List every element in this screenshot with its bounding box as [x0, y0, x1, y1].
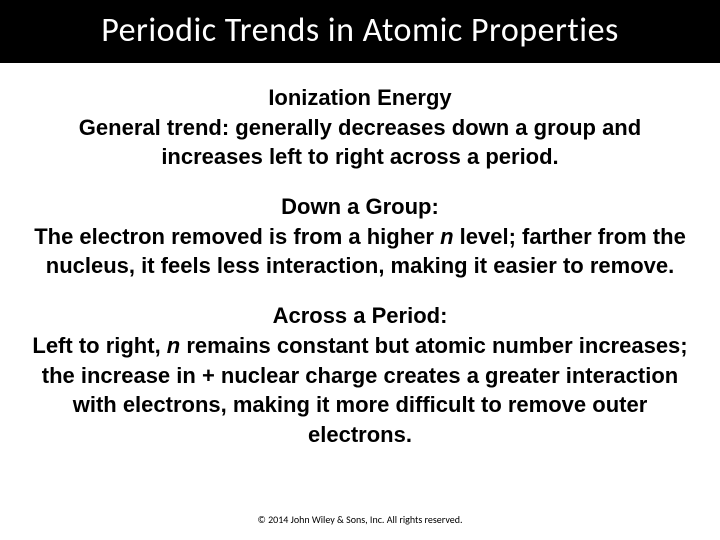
down-group-heading: Down a Group:	[28, 192, 692, 222]
across-period-heading: Across a Period:	[28, 301, 692, 331]
ionization-heading: Ionization Energy	[28, 83, 692, 113]
trend-label: General trend:	[79, 115, 229, 140]
copyright-text: © 2014 John Wiley & Sons, Inc. All right…	[0, 513, 720, 526]
down-group-block: Down a Group: The electron removed is fr…	[28, 192, 692, 281]
ionization-block: Ionization Energy General trend: general…	[28, 83, 692, 172]
n-italic-1: n	[440, 224, 453, 249]
across-period-text-a: Left to right,	[32, 333, 166, 358]
trend-text: generally decreases down a group and inc…	[161, 115, 641, 170]
slide-title: Periodic Trends in Atomic Properties	[0, 10, 720, 51]
across-period-block: Across a Period: Left to right, n remain…	[28, 301, 692, 449]
title-bar: Periodic Trends in Atomic Properties	[0, 0, 720, 63]
n-italic-2: n	[167, 333, 180, 358]
content-area: Ionization Energy General trend: general…	[0, 63, 720, 450]
down-group-text-a: The electron removed is from a higher	[34, 224, 440, 249]
